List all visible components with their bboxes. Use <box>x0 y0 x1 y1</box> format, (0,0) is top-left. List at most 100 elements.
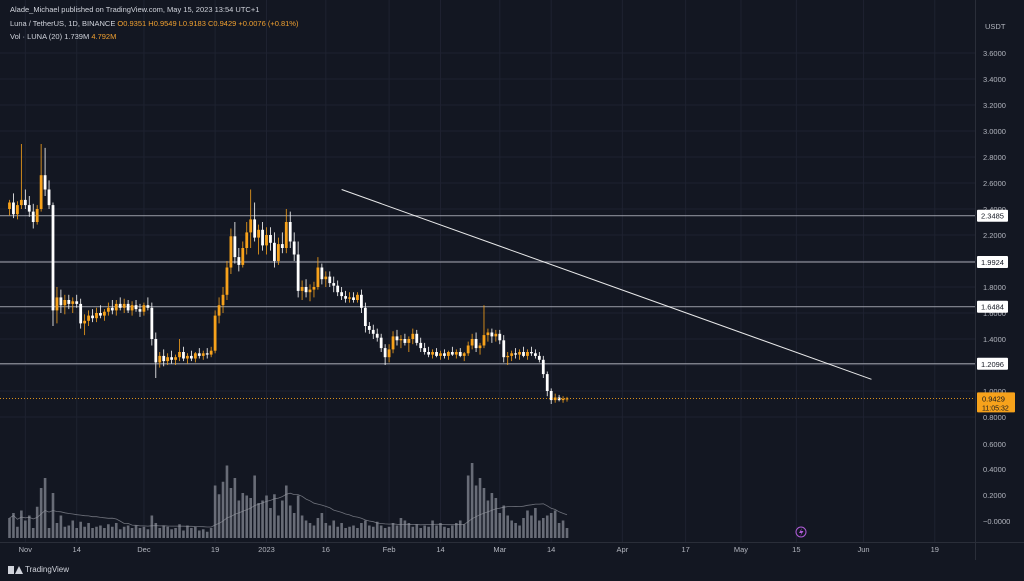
volume-bar <box>150 515 154 538</box>
volume-bar <box>296 495 300 538</box>
volume-bar <box>431 520 434 538</box>
candle-body <box>502 340 506 358</box>
candle-body <box>154 339 158 363</box>
candle-body <box>462 353 466 356</box>
volume-bar <box>20 510 23 538</box>
volume-bar <box>395 525 399 538</box>
bar-countdown-label: 11:05:32 <box>982 405 1009 412</box>
candle-body <box>233 236 237 258</box>
y-tick-label: 2.6000 <box>983 179 1006 188</box>
candle-body <box>257 229 261 238</box>
volume-bar <box>352 525 355 538</box>
candle-body <box>213 315 217 351</box>
candle-body <box>8 202 11 209</box>
x-tick-label: 17 <box>681 545 689 554</box>
candle-body <box>261 229 264 246</box>
candle-body <box>280 244 284 248</box>
candle-body <box>134 305 138 310</box>
price-axis[interactable]: 3.6000 3.4000 3.2000 3.0000 2.8000 2.6000 2.40… <box>975 0 1016 560</box>
time-axis[interactable]: Nov 14 Dec 19 2023 16 Feb 14 Mar 14 Apr 17 May 15 Jun 1… <box>0 542 1024 555</box>
candle-body <box>23 199 27 206</box>
candle-body <box>332 283 336 286</box>
candle-body <box>158 355 162 363</box>
candle-body <box>316 267 320 287</box>
candle-body <box>482 335 486 346</box>
trendline[interactable] <box>341 189 872 380</box>
volume-bar <box>158 528 162 538</box>
candle-body <box>138 309 142 312</box>
candle-body <box>55 297 59 311</box>
candle-body <box>356 294 359 300</box>
candle-body <box>419 342 423 349</box>
candle-body <box>288 222 292 242</box>
candle-body <box>379 337 383 349</box>
volume-bar <box>300 515 304 538</box>
volume-bar <box>435 525 438 538</box>
candle-body <box>273 242 276 261</box>
candle-body <box>454 352 458 355</box>
level-price-label: 1.9924 <box>981 258 1004 267</box>
tradingview-logo[interactable]: TradingView <box>8 565 69 574</box>
volume-bar <box>379 525 383 538</box>
alert-icon-circle <box>795 526 807 538</box>
candle-body <box>162 355 166 362</box>
candle-body <box>458 352 462 356</box>
volume-bar <box>427 526 430 538</box>
symbol-name[interactable]: Luna / TetherUS, 1D, BINANCE <box>10 19 116 28</box>
candle-body <box>87 315 90 321</box>
candle-body <box>39 175 43 209</box>
volume-bar <box>111 526 114 538</box>
candle-body <box>83 320 87 324</box>
candle-body <box>446 352 450 356</box>
volume-ma-value: 4.792M <box>91 32 117 41</box>
candle-body <box>265 235 268 246</box>
level-price-label: 1.6484 <box>981 303 1004 312</box>
volume-bar <box>451 525 454 538</box>
candle-body <box>99 313 102 316</box>
volume-bar <box>439 523 442 538</box>
candle-body <box>415 333 419 343</box>
volume-bar <box>332 520 336 538</box>
volume-bar <box>383 528 387 538</box>
x-tick-label: 19 <box>211 545 219 554</box>
volume-bar <box>118 529 122 538</box>
volume-bar <box>399 518 403 538</box>
volume-bar <box>114 523 118 538</box>
volume-bar <box>186 525 189 538</box>
x-tick-label: Feb <box>383 545 396 554</box>
volume-bar <box>368 525 371 538</box>
volume-bar <box>308 523 312 538</box>
candle-body <box>375 333 379 338</box>
y-tick-label: 3.6000 <box>983 49 1006 58</box>
volume-bar <box>99 525 102 538</box>
volume-bar <box>324 523 328 538</box>
y-tick-label: 3.0000 <box>983 127 1006 136</box>
candle-body <box>367 326 371 330</box>
candle-body <box>31 211 35 222</box>
candle-body <box>423 348 427 352</box>
candle-body <box>276 244 280 261</box>
volume-bar <box>138 528 142 538</box>
volume-indicator-name[interactable]: Vol · LUNA (20) <box>10 32 63 41</box>
level-price-tag <box>977 357 1008 370</box>
brand-text: TradingView <box>25 565 70 574</box>
volume-tick-label: 0.2000 <box>983 491 1006 500</box>
volume-bar <box>356 528 359 538</box>
volume-bar <box>304 520 308 538</box>
candle-body <box>229 236 233 268</box>
volume-bar <box>403 520 407 538</box>
volume-bar <box>75 528 79 538</box>
volume-bar <box>134 525 138 538</box>
volume-bar <box>178 524 181 538</box>
volume-bar <box>201 529 205 538</box>
volume-bar <box>502 505 506 538</box>
volume-bar <box>348 526 351 538</box>
candle-body <box>490 332 494 337</box>
volume-bar <box>375 521 379 538</box>
volume-bar <box>423 525 426 538</box>
x-tick-label: 2023 <box>258 545 275 554</box>
candle-body <box>549 391 553 401</box>
alert-icon[interactable] <box>795 526 807 538</box>
candle-body <box>371 329 375 334</box>
